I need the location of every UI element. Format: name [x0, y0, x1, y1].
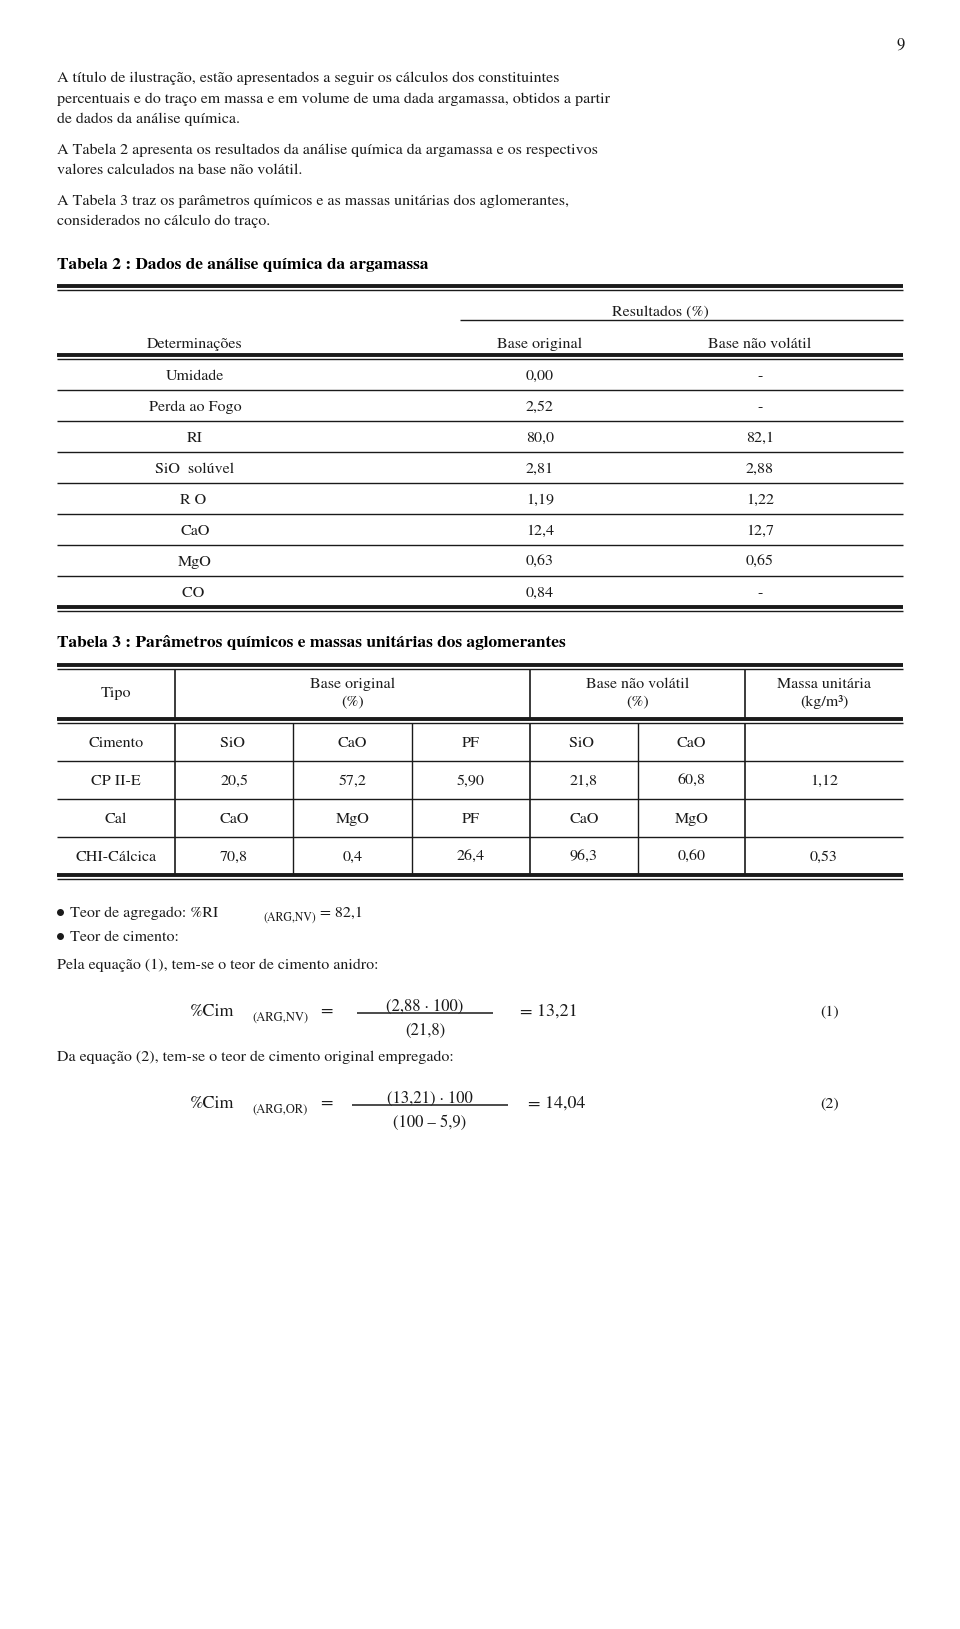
Text: -: - — [757, 586, 762, 599]
Text: 0,4: 0,4 — [343, 850, 363, 865]
Text: Umidade: Umidade — [166, 370, 224, 383]
Text: 20,5: 20,5 — [220, 775, 248, 788]
Text: CaO: CaO — [338, 736, 367, 751]
Text: 96,3: 96,3 — [569, 850, 598, 865]
Text: (13,21) · 100: (13,21) · 100 — [387, 1090, 473, 1106]
Text: -: - — [757, 401, 762, 414]
Text: 82,1: 82,1 — [746, 432, 774, 445]
Text: = 82,1: = 82,1 — [320, 906, 363, 920]
Text: Massa unitária: Massa unitária — [777, 678, 871, 691]
Text: 12,7: 12,7 — [746, 525, 774, 538]
Text: 2,81: 2,81 — [526, 463, 554, 476]
Text: Teor de cimento:: Teor de cimento: — [70, 930, 179, 943]
Text: (2,88 · 100): (2,88 · 100) — [386, 999, 464, 1015]
Text: SiO₂ solúvel: SiO₂ solúvel — [156, 463, 234, 476]
Text: 12,4: 12,4 — [526, 525, 554, 538]
Text: 2,52: 2,52 — [526, 401, 554, 414]
Text: =: = — [320, 1003, 332, 1020]
Text: 0,63: 0,63 — [526, 555, 554, 569]
Text: (%): (%) — [626, 696, 649, 709]
Text: Perda ao Fogo: Perda ao Fogo — [149, 401, 241, 414]
Text: Cal: Cal — [105, 813, 127, 826]
Text: Base não volátil: Base não volátil — [586, 678, 689, 691]
Text: 1,19: 1,19 — [526, 494, 554, 507]
Text: valores calculados na base não volátil.: valores calculados na base não volátil. — [57, 165, 302, 178]
Text: 60,8: 60,8 — [677, 775, 706, 788]
Text: (kg/m³): (kg/m³) — [800, 694, 849, 709]
Text: percentuais e do traço em massa e em volume de uma dada argamassa, obtidos a par: percentuais e do traço em massa e em vol… — [57, 93, 610, 106]
Text: =: = — [320, 1095, 332, 1111]
Text: CP II-E: CP II-E — [91, 775, 141, 788]
Text: SiO₂: SiO₂ — [220, 736, 249, 751]
Text: Pela equação (1), tem-se o teor de cimento anidro:: Pela equação (1), tem-se o teor de cimen… — [57, 958, 378, 973]
Text: 80,0: 80,0 — [526, 432, 554, 445]
Text: 21,8: 21,8 — [569, 775, 598, 788]
Text: (%): (%) — [341, 696, 364, 709]
Text: A título de ilustração, estão apresentados a seguir os cálculos dos constituinte: A título de ilustração, estão apresentad… — [57, 72, 560, 85]
Text: considerados no cálculo do traço.: considerados no cálculo do traço. — [57, 215, 271, 228]
Text: 1,22: 1,22 — [746, 494, 774, 507]
Text: A Tabela 2 apresenta os resultados da análise química da argamassa e os respecti: A Tabela 2 apresenta os resultados da an… — [57, 143, 598, 156]
Text: Cimento: Cimento — [88, 736, 144, 751]
Text: CO₂: CO₂ — [181, 586, 208, 599]
Text: Tabela 2 : Dados de análise química da argamassa: Tabela 2 : Dados de análise química da a… — [57, 257, 428, 272]
Text: 9: 9 — [897, 37, 905, 54]
Text: Da equação (2), tem-se o teor de cimento original empregado:: Da equação (2), tem-se o teor de cimento… — [57, 1051, 454, 1064]
Text: Resultados (%): Resultados (%) — [612, 306, 708, 319]
Text: RI: RI — [187, 432, 203, 445]
Text: SiO₂: SiO₂ — [569, 736, 598, 751]
Text: 2,88: 2,88 — [746, 463, 774, 476]
Text: 0,00: 0,00 — [526, 370, 554, 383]
Text: Teor de agregado: %RI: Teor de agregado: %RI — [70, 906, 218, 920]
Text: A Tabela 3 traz os parâmetros químicos e as massas unitárias dos aglomerantes,: A Tabela 3 traz os parâmetros químicos e… — [57, 194, 569, 209]
Text: 26,4: 26,4 — [457, 850, 485, 865]
Text: Determinações: Determinações — [147, 337, 243, 350]
Text: 57,2: 57,2 — [339, 775, 367, 788]
Text: (21,8): (21,8) — [405, 1023, 445, 1039]
Text: MgO: MgO — [336, 813, 370, 826]
Text: R₂O₃: R₂O₃ — [180, 494, 210, 507]
Text: 70,8: 70,8 — [220, 850, 249, 865]
Text: %Cim: %Cim — [190, 1003, 234, 1020]
Text: 0,84: 0,84 — [526, 586, 554, 599]
Text: %Cim: %Cim — [190, 1095, 234, 1111]
Text: (ARG,OR): (ARG,OR) — [252, 1103, 307, 1116]
Text: 0,65: 0,65 — [746, 555, 774, 569]
Text: Base não volátil: Base não volátil — [708, 337, 811, 350]
Text: MgO: MgO — [674, 813, 708, 826]
Text: = 13,21: = 13,21 — [520, 1003, 578, 1020]
Text: MgO: MgO — [179, 555, 212, 569]
Text: CaO: CaO — [180, 525, 209, 538]
Text: Tabela 3 : Parâmetros químicos e massas unitárias dos aglomerantes: Tabela 3 : Parâmetros químicos e massas … — [57, 635, 565, 650]
Text: (ARG,NV): (ARG,NV) — [252, 1012, 308, 1023]
Text: (2): (2) — [821, 1096, 839, 1111]
Text: (1): (1) — [821, 1005, 839, 1018]
Text: Base original: Base original — [497, 337, 583, 350]
Text: (100 – 5,9): (100 – 5,9) — [394, 1114, 467, 1131]
Text: 5,90: 5,90 — [457, 775, 485, 788]
Text: Tipo: Tipo — [101, 687, 132, 700]
Text: 1,12: 1,12 — [810, 775, 838, 788]
Text: 0,60: 0,60 — [677, 850, 706, 865]
Text: CaO: CaO — [569, 813, 598, 826]
Text: CaO: CaO — [220, 813, 249, 826]
Text: PF: PF — [462, 736, 480, 751]
Text: (ARG,NV): (ARG,NV) — [263, 912, 316, 924]
Text: = 14,04: = 14,04 — [528, 1095, 586, 1111]
Text: 0,53: 0,53 — [810, 850, 838, 865]
Text: de dados da análise química.: de dados da análise química. — [57, 112, 240, 127]
Text: Base original: Base original — [310, 678, 396, 691]
Text: CaO: CaO — [677, 736, 706, 751]
Text: CHI-Cálcica: CHI-Cálcica — [76, 850, 156, 865]
Text: PF: PF — [462, 813, 480, 826]
Text: -: - — [757, 370, 762, 383]
